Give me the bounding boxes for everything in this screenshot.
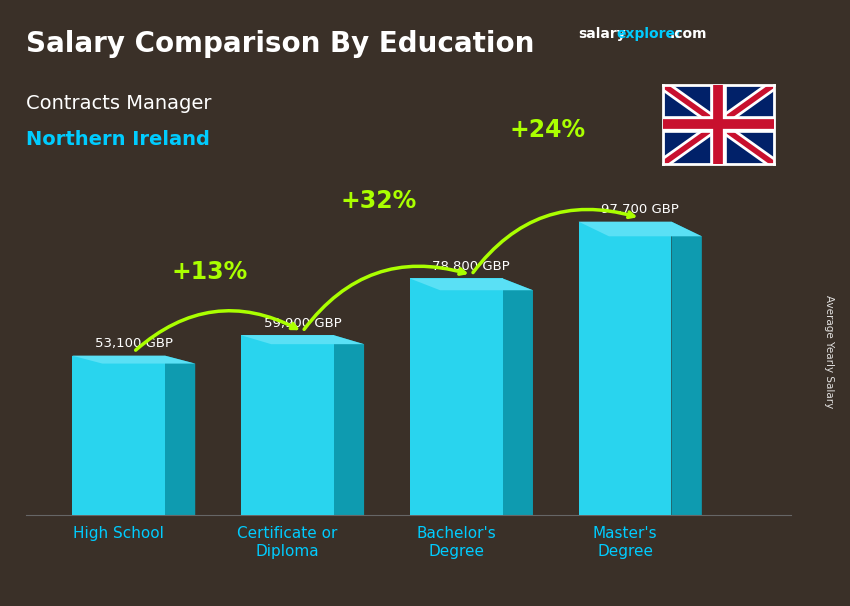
- Bar: [579, 222, 672, 515]
- Text: +13%: +13%: [172, 260, 247, 284]
- Text: Salary Comparison By Education: Salary Comparison By Education: [26, 30, 534, 58]
- Text: 78,800 GBP: 78,800 GBP: [433, 260, 510, 273]
- Bar: [241, 335, 334, 515]
- Text: Average Yearly Salary: Average Yearly Salary: [824, 295, 834, 408]
- Polygon shape: [165, 356, 196, 515]
- Polygon shape: [72, 356, 196, 364]
- Polygon shape: [334, 335, 364, 515]
- Bar: [410, 278, 502, 515]
- Text: 53,100 GBP: 53,100 GBP: [94, 337, 173, 350]
- Polygon shape: [579, 222, 702, 236]
- Text: 97,700 GBP: 97,700 GBP: [601, 203, 679, 216]
- Polygon shape: [410, 278, 533, 290]
- Polygon shape: [502, 278, 533, 515]
- Bar: [72, 356, 165, 515]
- Polygon shape: [241, 335, 364, 344]
- Text: +24%: +24%: [509, 118, 586, 142]
- Text: salary: salary: [578, 27, 626, 41]
- Text: explorer: explorer: [616, 27, 682, 41]
- Text: 59,900 GBP: 59,900 GBP: [264, 317, 342, 330]
- Text: .com: .com: [670, 27, 707, 41]
- Text: +32%: +32%: [340, 189, 416, 213]
- Text: Northern Ireland: Northern Ireland: [26, 130, 209, 149]
- Polygon shape: [672, 222, 702, 515]
- Text: Contracts Manager: Contracts Manager: [26, 94, 211, 113]
